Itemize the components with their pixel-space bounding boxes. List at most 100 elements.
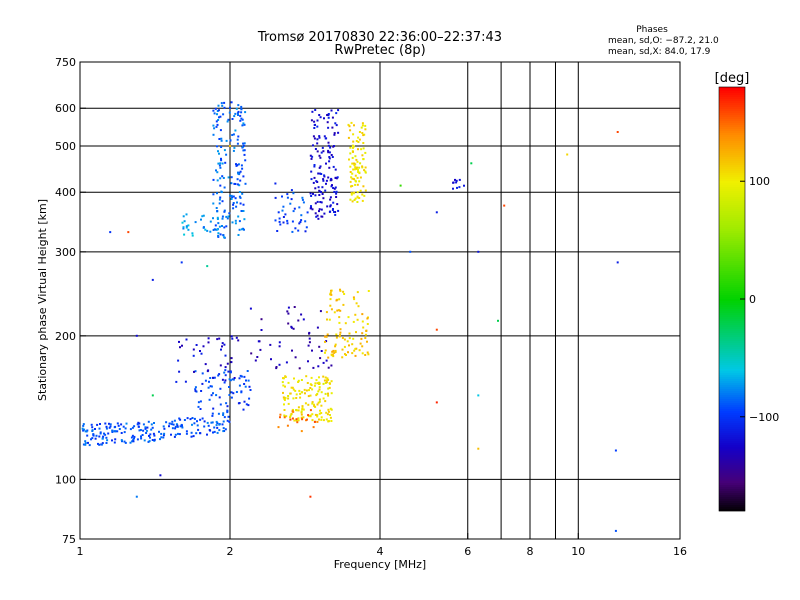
data-point [361,332,364,335]
data-point [357,168,359,171]
data-point [123,440,126,443]
data-point [129,428,132,431]
colorbar-strip [719,151,745,154]
colorbar-strip [719,143,745,146]
data-point [225,215,228,218]
data-point [292,409,294,412]
data-point [136,423,139,426]
data-point [185,225,188,228]
data-point [325,359,328,362]
data-point [222,427,225,430]
data-point [246,370,249,372]
data-point [206,433,208,436]
data-point [327,366,330,369]
data-point [229,371,232,374]
data-point [177,432,179,435]
data-point [324,400,327,403]
data-point [318,345,321,348]
data-point [286,222,289,225]
data-point [174,425,177,428]
data-point [306,211,309,214]
data-point [330,392,333,395]
data-point [229,194,232,197]
data-point [281,381,284,384]
data-point [616,131,619,133]
data-point [193,422,196,425]
data-point [215,424,218,427]
data-point [291,349,293,352]
colorbar-strip [719,449,745,452]
data-point [182,226,185,229]
data-point [210,394,213,397]
data-point [316,150,319,153]
data-point [98,435,101,438]
data-point [301,196,304,199]
colorbar-strip [719,367,745,370]
data-point [309,387,312,389]
data-point [212,376,214,379]
colorbar-strip [719,141,745,144]
data-point [223,236,226,239]
data-point [289,416,291,419]
data-point [223,210,226,213]
colorbar-tick-label: 0 [749,293,756,306]
data-point [217,232,220,235]
data-point [170,433,172,436]
data-point [278,220,281,223]
colorbar-strip [719,491,745,494]
data-point [292,397,295,400]
y-tick-label: 200 [55,330,76,343]
data-point [316,119,319,122]
data-point [151,394,154,397]
data-point [325,335,328,338]
data-point [238,220,241,223]
data-point [230,357,233,360]
data-point [356,196,359,199]
data-point [477,250,480,253]
data-point [341,348,344,351]
data-point [286,196,289,199]
data-point [324,340,326,343]
data-point [503,204,506,207]
data-point [228,394,231,396]
data-point [150,428,153,431]
data-point [227,215,230,218]
data-point [286,310,289,313]
colorbar-strip [719,197,745,200]
colorbar-strip [719,317,745,320]
data-point [179,346,181,349]
data-point [349,180,352,183]
data-point [133,425,136,428]
data-point [318,136,321,139]
colorbar-strip [719,323,745,326]
data-point [305,226,308,229]
data-point [297,319,300,322]
data-point [102,435,105,438]
data-point [153,422,155,424]
data-point [192,348,195,351]
data-point [323,117,325,120]
data-point [335,336,338,339]
data-point [326,121,329,124]
colorbar-strip [719,109,745,112]
data-point [181,221,184,224]
data-point [319,357,322,360]
data-point [356,166,358,169]
data-point [233,377,236,379]
data-point [317,365,320,368]
data-point [351,177,354,180]
data-point [356,160,359,163]
data-point [282,391,284,394]
data-point [181,426,184,429]
data-point [322,375,325,378]
colorbar-strip [719,177,745,180]
data-point [353,349,356,352]
data-point [209,429,212,432]
data-point [242,142,245,145]
data-point [311,413,314,416]
data-point [212,193,215,196]
data-point [147,440,150,443]
data-point [215,125,218,128]
data-point [327,114,330,117]
colorbar-strip [719,113,745,116]
